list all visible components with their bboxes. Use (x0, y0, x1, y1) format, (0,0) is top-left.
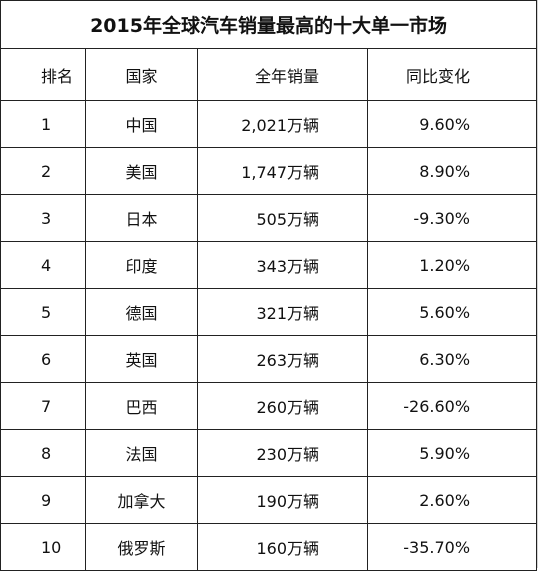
cell: 俄罗斯 (85, 523, 198, 571)
cell: 160万辆 (197, 523, 368, 571)
cell: 巴西 (85, 382, 198, 430)
cell: 190万辆 (197, 476, 368, 524)
cell: 印度 (85, 241, 198, 289)
cell: 6.30% (366, 335, 538, 383)
data-row: 7 巴西 260万辆 -26.60% (0, 382, 538, 430)
cell: 505万辆 (197, 194, 368, 242)
cell: 10 (0, 523, 86, 571)
data-row: 9 加拿大 190万辆 2.60% (0, 476, 538, 524)
cell: 日本 (85, 194, 198, 242)
cell: 7 (0, 382, 86, 430)
cell: 1.20% (366, 241, 538, 289)
cell: 9 (0, 476, 86, 524)
cell: 8 (0, 429, 86, 477)
cell: 230万辆 (197, 429, 368, 477)
data-row: 6 英国 263万辆 6.30% (0, 335, 538, 383)
data-row: 5 德国 321万辆 5.60% (0, 288, 538, 336)
cell: 德国 (85, 288, 198, 336)
cell: 法国 (85, 429, 198, 477)
grid-column (537, 0, 541, 568)
cell: 加拿大 (85, 476, 198, 524)
data-row: 10 俄罗斯 160万辆 -35.70% (0, 523, 538, 571)
cell: 260万辆 (197, 382, 368, 430)
cell: 9.60% (366, 100, 538, 148)
data-row: 3 日本 505万辆 -9.30% (0, 194, 538, 242)
header-cell: 排名 (0, 48, 86, 101)
cell: 5.90% (366, 429, 538, 477)
header-cell: 国家 (85, 48, 198, 101)
cell: 英国 (85, 335, 198, 383)
data-row: 8 法国 230万辆 5.90% (0, 429, 538, 477)
cell: 6 (0, 335, 86, 383)
cell: 4 (0, 241, 86, 289)
title-row: 2015年全球汽车销量最高的十大单一市场 (0, 0, 538, 49)
cell: 中国 (85, 100, 198, 148)
cell: 美国 (85, 147, 198, 195)
cell: 1 (0, 100, 86, 148)
cell: 5.60% (366, 288, 538, 336)
header-row: 排名 国家 全年销量 同比变化 (0, 48, 538, 101)
data-row: 4 印度 343万辆 1.20% (0, 241, 538, 289)
header-cell: 同比变化 (366, 48, 538, 101)
cell: 263万辆 (197, 335, 368, 383)
cell: 2,021万辆 (197, 100, 368, 148)
cell: 5 (0, 288, 86, 336)
table-title: 2015年全球汽车销量最高的十大单一市场 (0, 0, 538, 49)
cell: 1,747万辆 (197, 147, 368, 195)
cell: 2 (0, 147, 86, 195)
header-cell: 全年销量 (197, 48, 368, 101)
cell: -26.60% (366, 382, 538, 430)
cell: -35.70% (366, 523, 538, 571)
cell: 321万辆 (197, 288, 368, 336)
cell: -9.30% (366, 194, 538, 242)
cell: 3 (0, 194, 86, 242)
data-row: 1 中国 2,021万辆 9.60% (0, 100, 538, 148)
data-row: 2 美国 1,747万辆 8.90% (0, 147, 538, 195)
cell: 343万辆 (197, 241, 368, 289)
cell: 2.60% (366, 476, 538, 524)
cell: 8.90% (366, 147, 538, 195)
